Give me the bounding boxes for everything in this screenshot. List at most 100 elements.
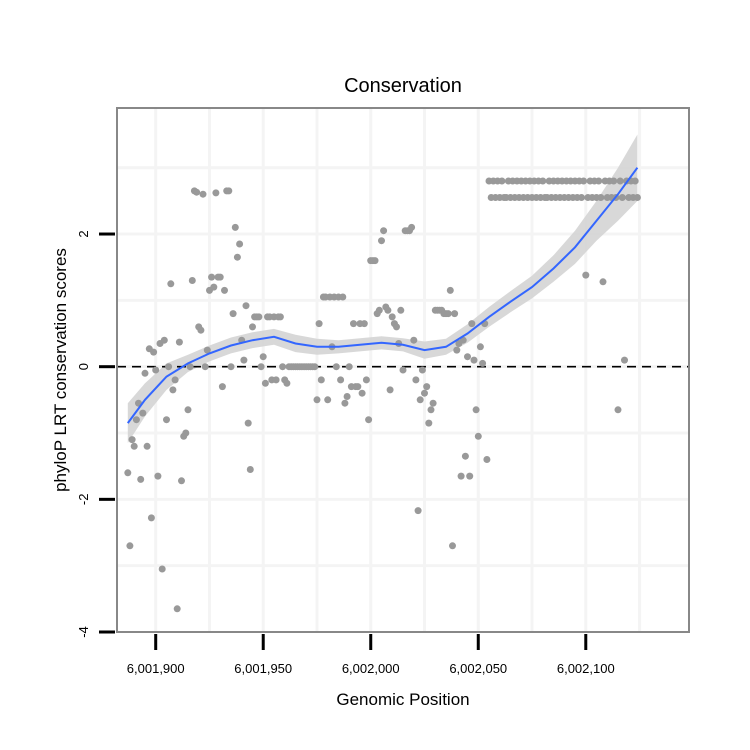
data-point: [315, 320, 323, 328]
data-point: [246, 466, 254, 473]
data-point: [173, 605, 181, 613]
data-point: [158, 565, 166, 573]
data-point: [143, 442, 151, 450]
data-point: [599, 278, 607, 286]
data-point: [362, 376, 370, 384]
data-point: [221, 286, 228, 294]
data-point: [386, 386, 394, 394]
data-point: [446, 286, 454, 294]
data-point: [618, 194, 626, 201]
data-point: [358, 389, 366, 397]
data-point: [459, 336, 467, 344]
data-point: [388, 313, 396, 321]
data-point: [365, 416, 373, 424]
data-point: [233, 253, 241, 261]
data-point: [474, 432, 482, 440]
confidence-ribbon-layer: [127, 134, 638, 443]
x-tick-label: 6,002,000: [342, 661, 400, 676]
smooth-line-layer: [126, 167, 639, 424]
data-point: [479, 359, 487, 367]
y-tick-label: -4: [76, 626, 91, 638]
data-point: [425, 419, 433, 427]
data-point: [578, 194, 585, 201]
x-axis: 6,001,900 6,001,950 6,002,000 6,002,050 6,00…: [127, 634, 615, 676]
data-point: [150, 348, 158, 356]
data-point: [345, 363, 353, 371]
data-point: [595, 177, 603, 185]
data-point: [227, 363, 235, 371]
data-point: [218, 383, 226, 391]
data-point: [375, 306, 383, 314]
data-point: [132, 416, 140, 424]
data-point: [188, 277, 196, 284]
data-point: [343, 393, 351, 400]
data-point: [165, 363, 173, 371]
data-point: [255, 313, 263, 321]
data-point: [616, 177, 624, 185]
data-point: [466, 472, 474, 480]
data-point: [186, 363, 194, 371]
data-point: [240, 356, 248, 364]
data-point: [410, 336, 418, 344]
y-tick-label: -2: [76, 494, 91, 506]
data-point: [423, 383, 431, 391]
smooth-line: [126, 167, 639, 424]
data-point: [317, 376, 325, 384]
data-point: [171, 376, 179, 384]
data-point: [380, 227, 388, 235]
data-point: [210, 283, 218, 291]
data-point: [216, 273, 224, 281]
data-point: [472, 406, 480, 414]
data-point: [580, 177, 588, 185]
data-point: [257, 363, 265, 371]
confidence-ribbon: [127, 134, 638, 443]
data-point: [464, 353, 471, 361]
data-point: [350, 320, 357, 328]
data-point: [163, 416, 170, 424]
data-point: [160, 336, 168, 344]
data-point: [152, 366, 160, 374]
data-point: [147, 514, 155, 522]
data-point: [124, 469, 132, 477]
data-point: [360, 320, 368, 328]
data-point: [337, 376, 345, 384]
data-point: [261, 379, 269, 387]
data-point: [457, 472, 465, 480]
plot-panel-border: [116, 107, 690, 633]
data-point: [597, 194, 605, 201]
y-axis: -4 -2 0 2: [76, 230, 115, 638]
data-point: [412, 376, 420, 384]
data-point: [279, 363, 287, 371]
data-point: [141, 369, 149, 377]
data-point: [169, 386, 177, 394]
x-tick-label: 6,002,100: [557, 661, 615, 676]
data-point: [208, 273, 216, 281]
data-point: [427, 406, 435, 414]
data-point: [621, 356, 628, 364]
data-point: [193, 188, 201, 196]
data-point: [453, 346, 461, 354]
x-axis-title: Genomic Position: [336, 690, 469, 709]
data-point: [229, 310, 237, 318]
data-point: [311, 363, 319, 371]
data-point: [242, 302, 250, 310]
data-point: [184, 406, 192, 414]
data-point: [631, 177, 639, 185]
data-point: [384, 306, 392, 314]
y-axis-title: phyloP LRT conservation scores: [51, 248, 70, 492]
data-points: [124, 177, 641, 613]
data-point: [139, 409, 147, 417]
data-point: [614, 406, 622, 414]
data-point: [199, 190, 207, 198]
data-point: [154, 472, 162, 480]
data-point: [393, 323, 400, 331]
data-point: [397, 306, 405, 314]
data-point: [451, 310, 459, 318]
data-point: [476, 343, 484, 351]
data-point: [137, 475, 145, 483]
data-point: [225, 187, 233, 195]
x-tick-label: 6,001,950: [234, 661, 292, 676]
data-point: [399, 366, 407, 374]
data-point: [201, 363, 209, 371]
data-point: [449, 542, 456, 550]
